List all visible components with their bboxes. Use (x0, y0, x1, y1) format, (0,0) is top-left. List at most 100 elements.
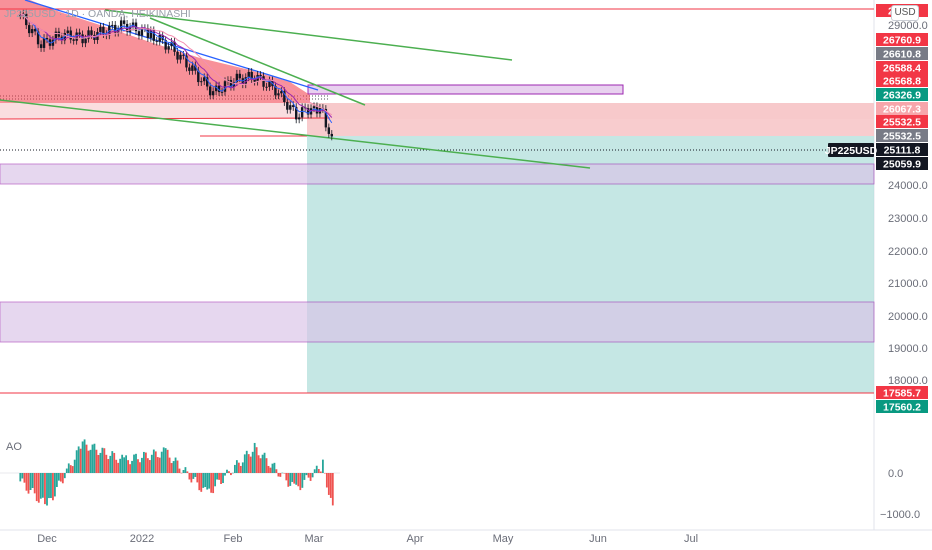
candle-body (152, 30, 155, 41)
price-tick: 23000.0 (888, 213, 928, 225)
ma-line-3 (20, 13, 333, 116)
time-label: Dec (37, 533, 57, 545)
candle-body (36, 31, 40, 45)
candle-body (297, 117, 301, 120)
resistance-band[interactable] (0, 103, 874, 119)
candle-body (51, 39, 55, 46)
ao-bar (317, 469, 320, 473)
price-axis[interactable]: 29000.0 24000.0 23000.0 22000.0 21000.0 20000… (888, 20, 928, 387)
candle-body (185, 55, 188, 68)
candle-body (208, 86, 212, 96)
ao-bar (19, 473, 22, 482)
time-label: Apr (406, 533, 423, 545)
candle-body (280, 91, 283, 94)
candle-body (78, 32, 81, 35)
price-tick: 21000.0 (888, 278, 928, 290)
supply-zone-upper[interactable] (307, 84, 624, 95)
ao-bar (93, 443, 96, 473)
ao-bar (331, 473, 334, 506)
descending-wedge-fill (0, 0, 310, 103)
trendline-lower (0, 99, 591, 169)
price-tag-bg (876, 102, 928, 115)
candle-body (238, 73, 242, 79)
candle-body (197, 70, 200, 83)
ao-bar (87, 450, 90, 473)
ao-bar (232, 472, 234, 474)
candle-body (217, 85, 221, 93)
trendline-upper (104, 9, 513, 61)
ao-bar (129, 464, 131, 473)
candle-body (173, 41, 176, 52)
candle-body (206, 77, 209, 87)
ao-bar (95, 449, 98, 473)
ao-bar (172, 461, 175, 473)
ao-bar (206, 473, 209, 490)
ao-bar (21, 473, 24, 479)
candle-body (179, 54, 182, 60)
ao-bar (313, 469, 316, 473)
candle-body (286, 102, 289, 110)
time-label: Jul (684, 533, 698, 545)
demand-zone-lower[interactable] (0, 301, 875, 343)
ao-bar (311, 473, 314, 478)
candle-body (324, 108, 328, 128)
candle-body (122, 20, 126, 24)
candle-body (164, 40, 167, 50)
ao-bar (287, 473, 290, 487)
currency-badge[interactable]: USD (891, 5, 919, 21)
ao-bar (174, 457, 177, 473)
price-tag-label: 17560.2 (883, 402, 921, 414)
ao-bar (170, 463, 173, 473)
demand-zone-upper[interactable] (0, 163, 875, 185)
ao-bar (319, 471, 322, 473)
ao-bar (237, 462, 240, 473)
ao-bar (54, 473, 56, 497)
price-tag-label: 26588.4 (883, 63, 921, 75)
candle-body (128, 26, 132, 32)
price-tag-bg (876, 157, 928, 170)
ao-bar (55, 473, 58, 487)
ao-bar (322, 459, 324, 473)
ao-bar (202, 473, 205, 488)
candle-body (262, 76, 265, 87)
time-axis[interactable]: Dec 2022 Feb Mar Apr May Jun Jul (37, 533, 698, 545)
indicator-name: AO (6, 441, 22, 453)
candle-body (200, 81, 203, 83)
ao-bar (295, 473, 298, 485)
candle-body (250, 71, 253, 80)
ao-bar (46, 473, 48, 506)
ao-bar (160, 451, 163, 473)
ma-line-1 (20, 13, 333, 124)
ao-bar (239, 465, 242, 473)
price-tag-label: 25111.8 (884, 145, 921, 157)
ao-bar (158, 457, 161, 473)
moving-averages (20, 13, 333, 124)
ao-bar (178, 468, 181, 473)
ao-bar (113, 452, 116, 473)
ao-bar (121, 454, 124, 473)
ao-bar (144, 452, 147, 473)
candle-body (140, 28, 144, 36)
ao-bar (127, 460, 129, 473)
ao-bar (263, 452, 266, 473)
candle-body (167, 46, 170, 50)
ao-bar (285, 473, 288, 481)
ao-bar (44, 473, 46, 505)
ao-bar (255, 447, 258, 473)
candle-body (155, 40, 158, 42)
price-tick: 20000.0 (888, 311, 928, 323)
candle-body (25, 13, 28, 26)
price-tick: 18000.0 (888, 375, 928, 387)
ao-tick-0: 0.0 (888, 468, 903, 480)
ao-bar (198, 473, 201, 491)
ao-bar (267, 465, 270, 473)
price-tick: 29000.0 (888, 20, 928, 32)
ao-bar (81, 441, 84, 473)
ao-bar (194, 473, 197, 477)
ao-bar (83, 439, 86, 473)
candle-body (188, 67, 191, 71)
ao-bar (137, 459, 139, 473)
ao-bar (190, 473, 193, 483)
ao-bar (99, 452, 102, 473)
